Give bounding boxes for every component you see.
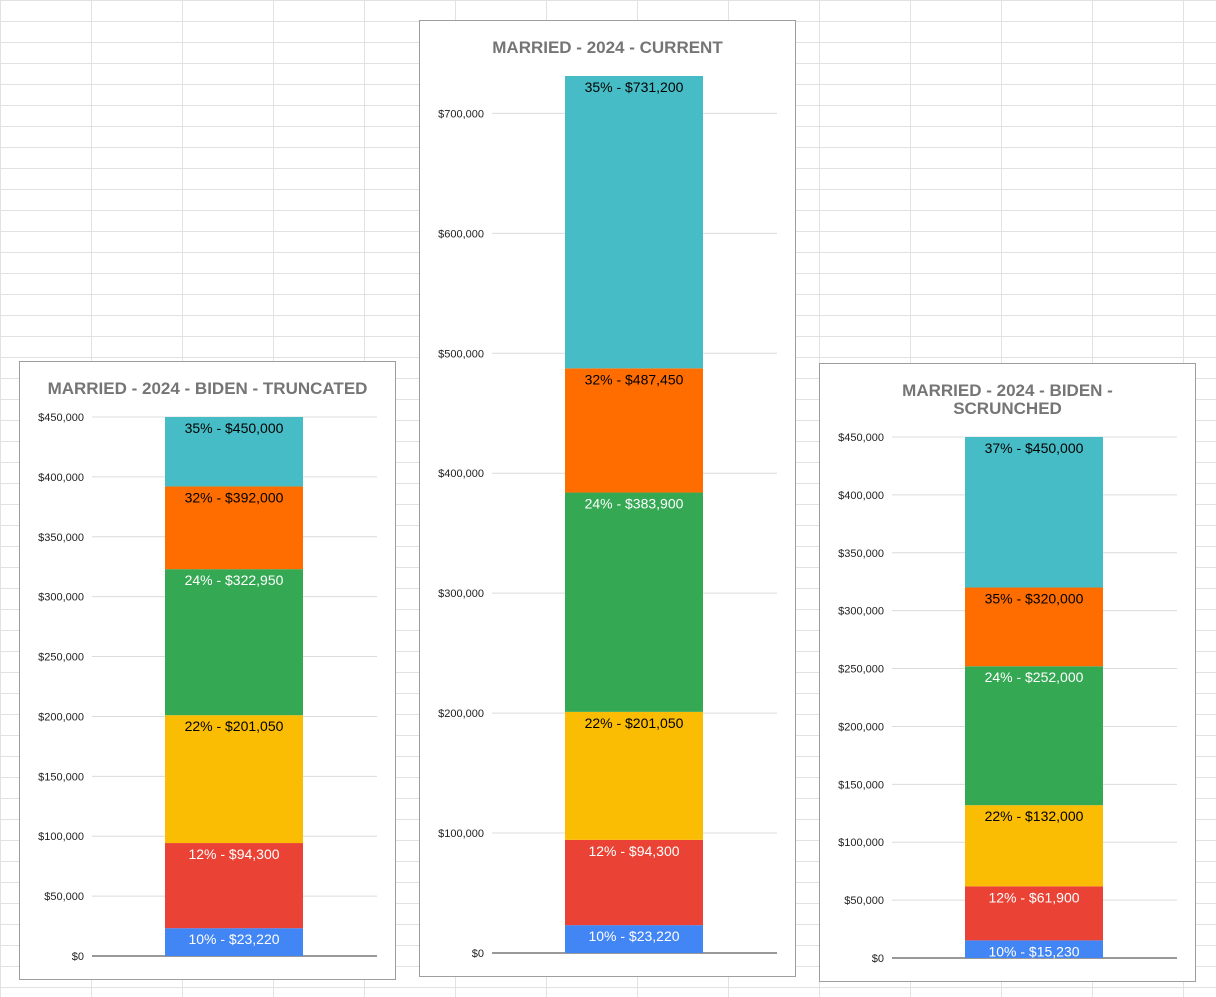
bar-segment-label: 10% - $23,220 — [188, 931, 279, 947]
y-tick-label: $300,000 — [838, 606, 884, 618]
bar-segment[interactable] — [565, 711, 703, 840]
chart-plot: $0 $50,000 $100,000 $150,000 $200,000 $250,00… — [38, 412, 377, 963]
bar-segment-label: 10% - $15,230 — [988, 943, 1079, 959]
bar-segment-label: 24% - $383,900 — [585, 496, 684, 512]
y-tick-label: $450,000 — [838, 432, 884, 444]
bar-segment-label: 37% - $450,000 — [985, 440, 1084, 456]
y-tick-label: $600,000 — [438, 228, 484, 240]
bar-segment[interactable] — [165, 417, 303, 487]
bar-segment[interactable] — [965, 587, 1103, 667]
bar-segment[interactable] — [965, 805, 1103, 887]
bar-segment-label: 12% - $61,900 — [988, 889, 1079, 905]
bar-segment-label: 12% - $94,300 — [588, 843, 679, 859]
y-tick-label: $150,000 — [838, 779, 884, 791]
chart-panel-biden-truncated[interactable]: MARRIED - 2024 - BIDEN - TRUNCATED $0 $50… — [19, 361, 396, 980]
bar-segment-label: 35% - $731,200 — [585, 79, 684, 95]
y-tick-label: $50,000 — [44, 891, 84, 903]
bar-segment-label: 24% - $252,000 — [985, 669, 1084, 685]
chart-plot: $0 $100,000 $200,000 $300,000 $400,000 $500,0… — [438, 76, 777, 960]
y-tick-label: $400,000 — [838, 490, 884, 502]
bar-segment[interactable] — [565, 492, 703, 712]
y-tick-label: $300,000 — [438, 588, 484, 600]
y-tick-label: $450,000 — [38, 412, 84, 424]
y-tick-label: $0 — [72, 951, 84, 963]
y-tick-label: $400,000 — [438, 468, 484, 480]
bar-segment[interactable] — [965, 940, 1103, 958]
y-tick-label: $0 — [872, 953, 884, 965]
chart-title: MARRIED - 2024 - BIDEN - SCRUNCHED — [902, 381, 1113, 418]
bar-segment-label: 10% - $23,220 — [588, 928, 679, 944]
bar-segment[interactable] — [965, 666, 1103, 806]
y-tick-label: $100,000 — [38, 831, 84, 843]
bar-segment[interactable] — [565, 839, 703, 926]
bar-segment[interactable] — [165, 843, 303, 929]
bar-segment[interactable] — [565, 76, 703, 369]
bar-segment-label: 24% - $322,950 — [185, 572, 284, 588]
bar-segment[interactable] — [565, 925, 703, 953]
bar-segment-label: 32% - $487,450 — [585, 371, 684, 387]
y-tick-label: $50,000 — [844, 895, 884, 907]
y-tick-label: $200,000 — [438, 708, 484, 720]
y-tick-label: $400,000 — [38, 472, 84, 484]
y-tick-label: $200,000 — [38, 711, 84, 723]
bar-segment-label: 35% - $450,000 — [185, 420, 284, 436]
y-tick-label: $250,000 — [38, 652, 84, 664]
bar-segment[interactable] — [565, 368, 703, 493]
chart-plot: $0 $50,000 $100,000 $150,000 $200,000 $250,00… — [838, 432, 1177, 965]
bar-segment-label: 22% - $201,050 — [585, 715, 684, 731]
y-tick-label: $150,000 — [38, 771, 84, 783]
bar-segment[interactable] — [165, 486, 303, 570]
y-tick-label: $200,000 — [838, 721, 884, 733]
bar-segment[interactable] — [165, 928, 303, 956]
y-tick-label: $350,000 — [838, 548, 884, 560]
bar-segment-label: 22% - $132,000 — [985, 808, 1084, 824]
chart-panel-current[interactable]: MARRIED - 2024 - CURRENT $0 $100,000 $200,… — [419, 20, 796, 977]
y-tick-label: $100,000 — [438, 828, 484, 840]
chart-panel-biden-scrunched[interactable]: MARRIED - 2024 - BIDEN - SCRUNCHED $0 $50… — [819, 363, 1196, 982]
bar-segment-label: 35% - $320,000 — [985, 591, 1084, 607]
bar-segment[interactable] — [165, 715, 303, 844]
bar-segment[interactable] — [965, 437, 1103, 588]
y-tick-label: $500,000 — [438, 348, 484, 360]
bar-segment[interactable] — [965, 886, 1103, 941]
chart-title: MARRIED - 2024 - CURRENT — [492, 38, 723, 57]
bar-segment-label: 12% - $94,300 — [188, 846, 279, 862]
bar-segment[interactable] — [165, 569, 303, 716]
y-tick-label: $100,000 — [838, 837, 884, 849]
bar-segment-label: 22% - $201,050 — [185, 718, 284, 734]
y-tick-label: $700,000 — [438, 108, 484, 120]
y-tick-label: $250,000 — [838, 664, 884, 676]
y-tick-label: $350,000 — [38, 532, 84, 544]
y-tick-label: $0 — [472, 948, 484, 960]
bar-segment-label: 32% - $392,000 — [185, 489, 284, 505]
y-tick-label: $300,000 — [38, 592, 84, 604]
chart-title: MARRIED - 2024 - BIDEN - TRUNCATED — [47, 379, 368, 398]
